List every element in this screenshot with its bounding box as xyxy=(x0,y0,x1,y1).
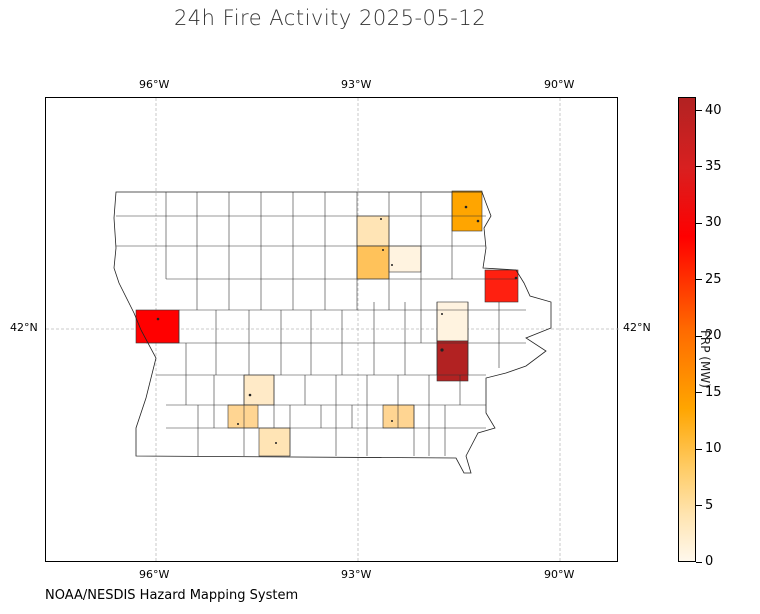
county-fire-c1 xyxy=(436,301,469,342)
lon-label-bottom-90w: 90°W xyxy=(544,568,575,581)
map-title: 24h Fire Activity 2025-05-12 xyxy=(173,6,487,30)
county-fire-s4 xyxy=(258,427,291,457)
county-fire-n2 xyxy=(356,245,390,280)
fire-dot xyxy=(391,420,393,422)
colorbar-tick-mark xyxy=(696,110,702,112)
fire-dot xyxy=(380,218,382,220)
graticule xyxy=(46,98,619,563)
fire-dot xyxy=(440,348,444,352)
colorbar-title: FRP (MW) xyxy=(698,330,712,388)
colorbar-tick-mark xyxy=(696,335,702,337)
fire-detections xyxy=(156,205,518,444)
map-area[interactable] xyxy=(45,97,619,563)
county-fire-n1 xyxy=(356,215,390,247)
county-borders xyxy=(113,191,552,474)
colorbar-tick-label: 0 xyxy=(705,554,714,569)
colorbar-tick-label: 15 xyxy=(705,384,722,400)
fire-dot xyxy=(156,317,160,321)
colorbar-tick-mark xyxy=(696,561,702,563)
county-fire-c2 xyxy=(436,340,469,382)
county-fire-ne xyxy=(451,190,483,232)
colorbar xyxy=(678,97,696,562)
county-fire-west xyxy=(135,309,180,344)
source-credit: NOAA/NESDIS Hazard Mapping System xyxy=(45,588,299,603)
colorbar-tick-label: 35 xyxy=(705,158,722,174)
fire-dot xyxy=(476,219,480,223)
fire-dot xyxy=(441,313,443,315)
colorbar-tick-mark xyxy=(696,392,702,394)
lon-label-bottom-96w: 96°W xyxy=(139,568,170,581)
colorbar-tick-label: 5 xyxy=(705,497,714,513)
colorbar-tick-mark xyxy=(696,222,702,224)
county-fire-s1 xyxy=(243,374,275,406)
lat-label-right-42n: 42°N xyxy=(623,321,651,334)
map-canvas xyxy=(46,98,619,563)
colorbar-tick-label: 20 xyxy=(705,328,722,344)
fire-dot xyxy=(391,264,393,266)
county-fire-s3 xyxy=(382,404,415,429)
colorbar-tick-mark xyxy=(696,166,702,168)
county-fire-east xyxy=(484,269,519,303)
fire-dot xyxy=(275,442,277,444)
fire-dot xyxy=(382,249,384,251)
lat-label-left-42n: 42°N xyxy=(10,321,38,334)
county-fire-n3 xyxy=(388,245,422,273)
fire-dot xyxy=(464,205,468,209)
fire-counties xyxy=(135,190,519,457)
lon-label-bottom-93w: 93°W xyxy=(341,568,372,581)
colorbar-tick-mark xyxy=(696,505,702,507)
fire-dot xyxy=(237,423,239,425)
fire-dot xyxy=(248,393,252,397)
lon-label-top-96w: 96°W xyxy=(139,78,170,91)
colorbar-tick-label: 10 xyxy=(705,441,722,457)
colorbar-tick-label: 30 xyxy=(705,215,722,231)
colorbar-tick-mark xyxy=(696,448,702,450)
colorbar-tick-label: 25 xyxy=(705,271,722,287)
lon-label-top-90w: 90°W xyxy=(544,78,575,91)
county-fire-s2 xyxy=(227,404,259,429)
colorbar-tick-mark xyxy=(696,279,702,281)
fire-dot xyxy=(514,276,518,280)
colorbar-tick-label: 40 xyxy=(705,102,722,118)
lon-label-top-93w: 93°W xyxy=(341,78,372,91)
